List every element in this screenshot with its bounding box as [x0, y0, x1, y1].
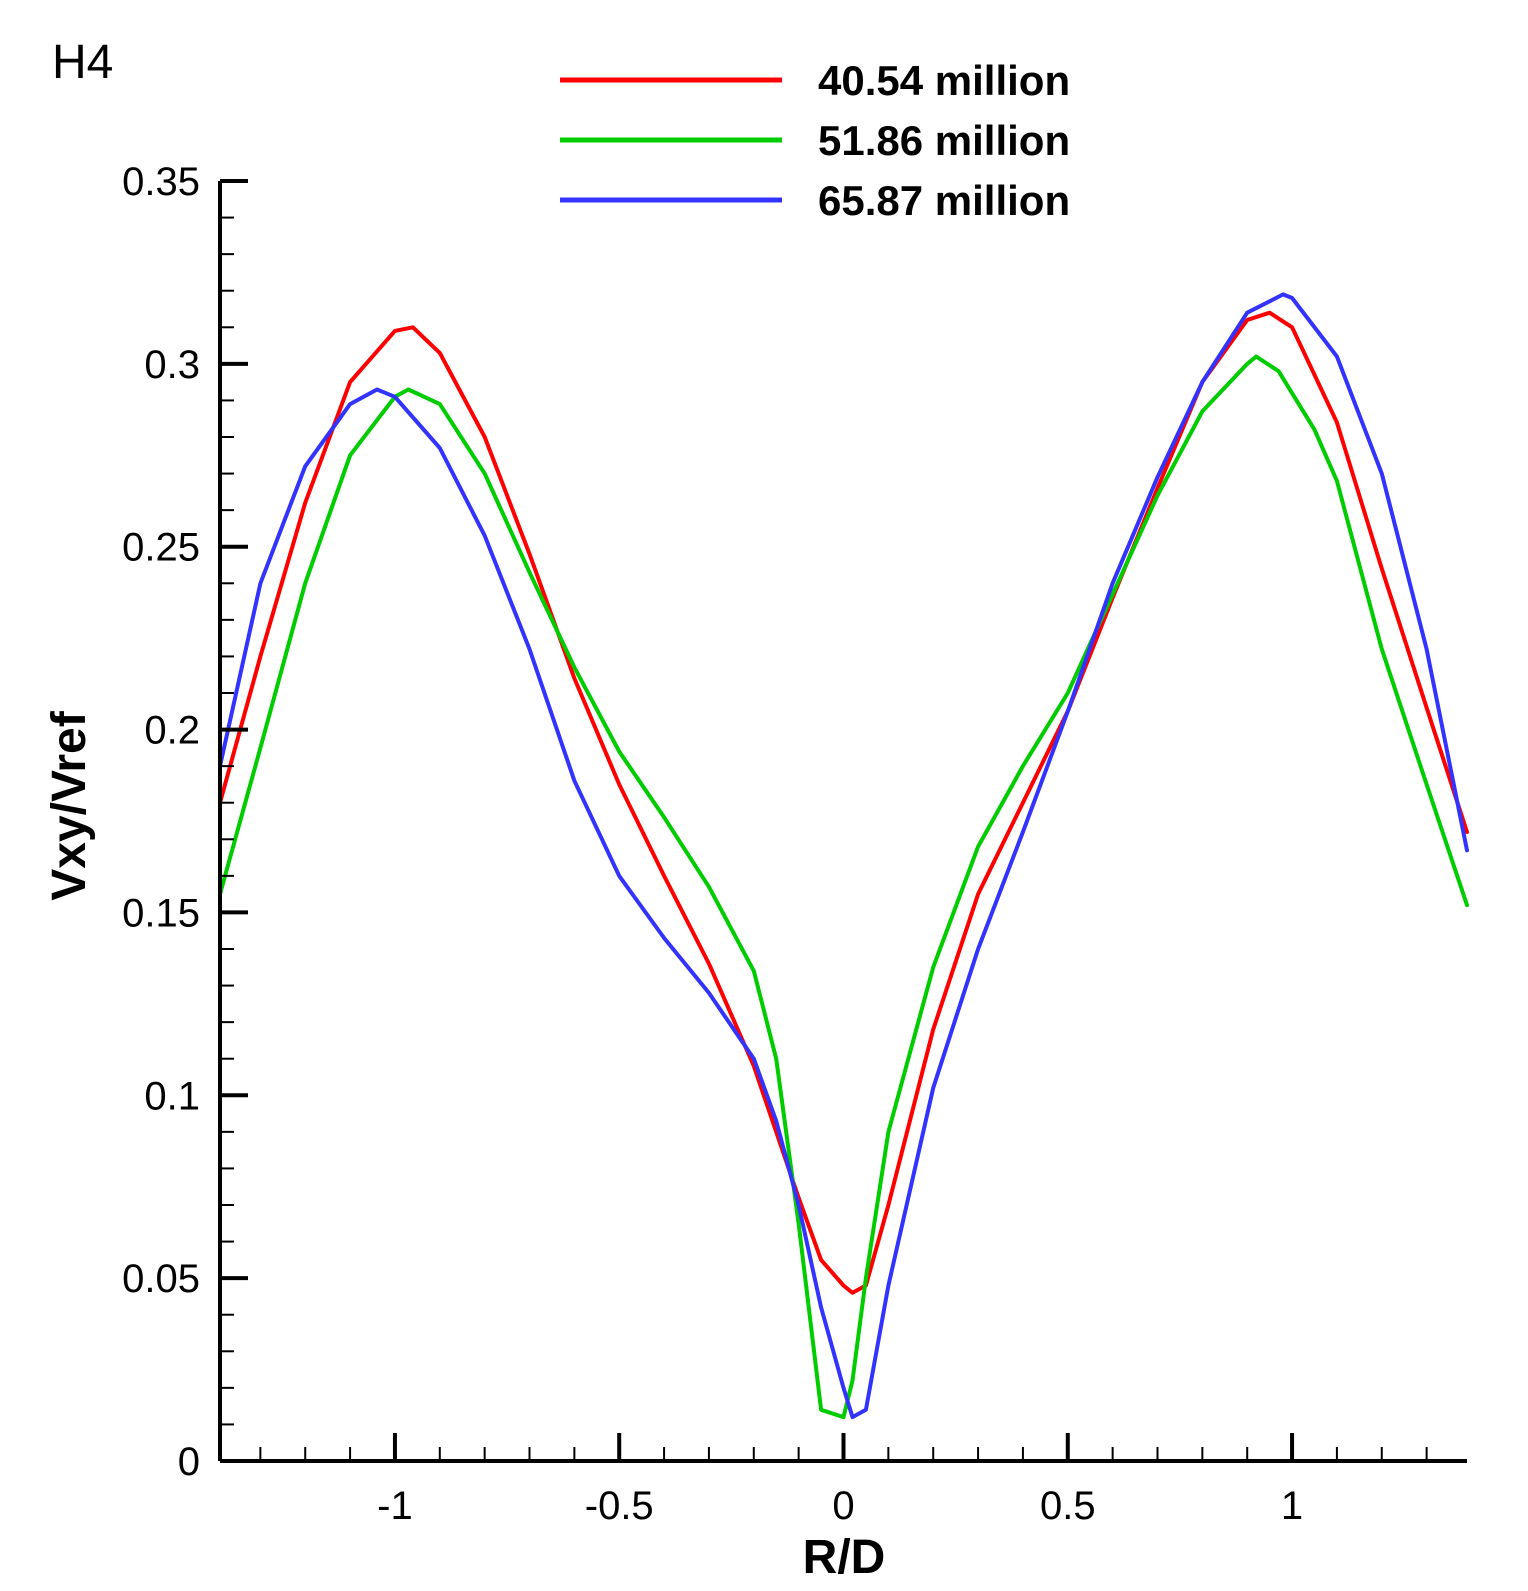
y-tick-label: 0.05 [122, 1257, 200, 1301]
x-tick-label: 0.5 [1040, 1484, 1096, 1528]
series-line-1 [218, 310, 1469, 1295]
legend-label-1: 40.54 million [818, 57, 1070, 104]
axes: -1 -0.5 0 0.5 1 0 0.05 0.1 0.15 0.2 0.25 0.3 0.35 [122, 160, 1467, 1528]
series-line-2 [218, 354, 1469, 1420]
y-tick-label: 0.3 [144, 343, 200, 387]
y-tick-label: 0.2 [144, 709, 200, 753]
y-axis-title: Vxy/Vref [43, 710, 96, 900]
x-tick-label: -1 [377, 1484, 413, 1528]
x-tick-label: 1 [1281, 1484, 1303, 1528]
y-tick-label: 0.35 [122, 160, 200, 204]
x-tick-label: -0.5 [585, 1484, 654, 1528]
y-tick-label: 0.15 [122, 891, 200, 935]
legend-label-2: 51.86 million [818, 117, 1070, 164]
panel-label: H4 [52, 36, 113, 89]
x-axis-title: R/D [803, 1531, 886, 1584]
y-tick-label: 0.1 [144, 1074, 200, 1118]
y-tick-label: 0 [178, 1440, 200, 1484]
legend-label-3: 65.87 million [818, 177, 1070, 224]
legend: 40.54 million 51.86 million 65.87 million [560, 57, 1070, 224]
y-tick-label: 0.25 [122, 526, 200, 570]
x-tick-label: 0 [832, 1484, 854, 1528]
series-layer [218, 292, 1469, 1420]
series-line-3 [218, 292, 1469, 1420]
